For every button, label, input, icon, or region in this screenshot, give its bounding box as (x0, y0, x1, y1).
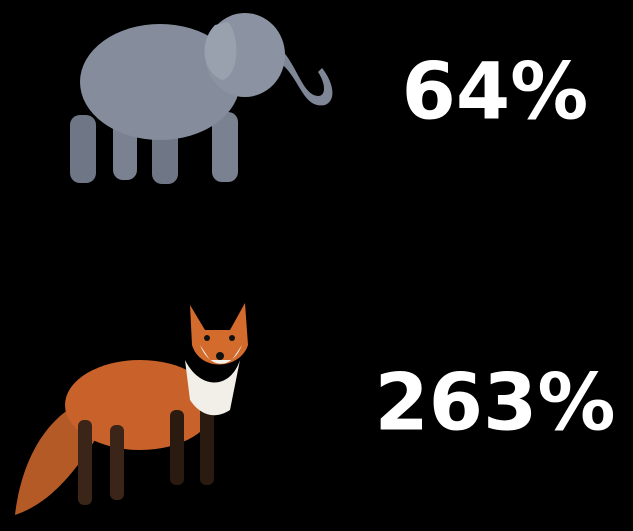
fox-image (15, 303, 248, 515)
percent-label: 64% (402, 47, 589, 137)
percent-label: 263% (375, 358, 616, 448)
elephant-image (70, 13, 333, 184)
